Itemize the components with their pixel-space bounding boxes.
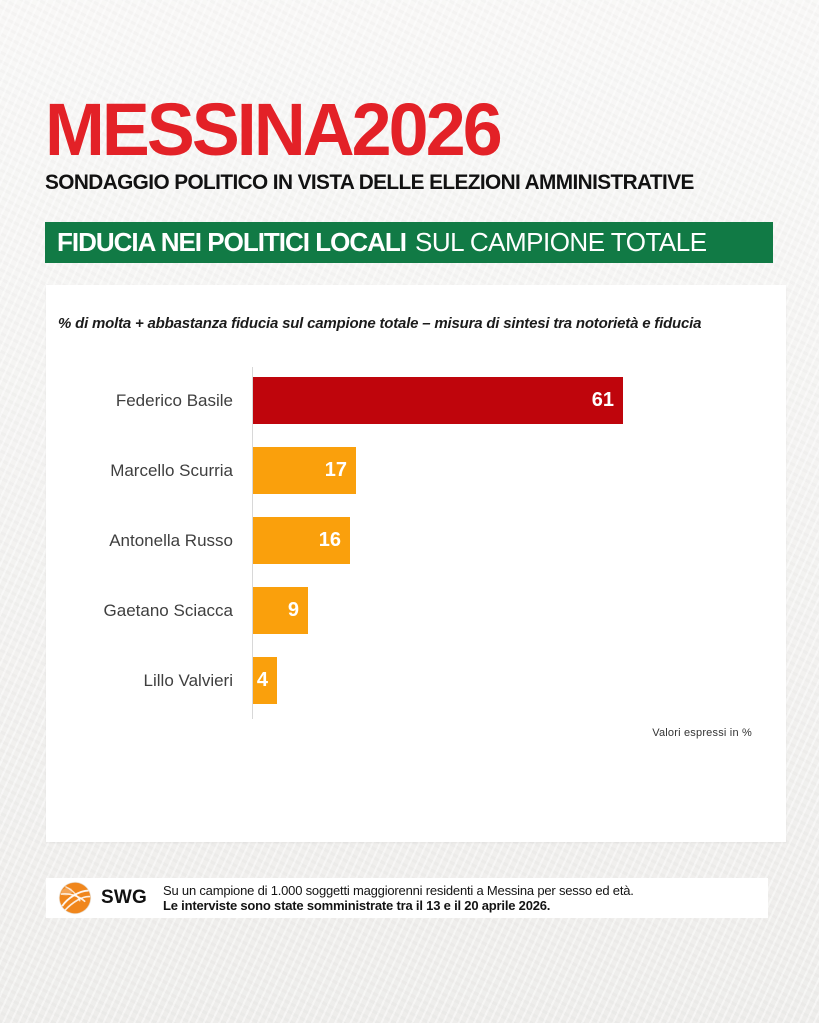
page-subtitle: SONDAGGIO POLITICO IN VISTA DELLE ELEZIO…	[45, 171, 694, 195]
chart-footnote: Valori espressi in %	[652, 727, 752, 739]
chart-bar: 9	[253, 587, 308, 634]
chart-row: Lillo Valvieri 4	[46, 657, 786, 704]
swg-globe-icon	[58, 881, 92, 915]
chart-bar: 4	[253, 657, 277, 704]
chart-bar-track: 16	[252, 517, 786, 564]
footer-line2: Le interviste sono state somministrate t…	[163, 898, 551, 913]
chart-category-label: Federico Basile	[115, 390, 233, 410]
chart-category-label: Antonella Russo	[109, 530, 233, 550]
chart-bar-track: 17	[252, 447, 786, 494]
chart-axis-line	[252, 367, 253, 719]
chart-category-label: Marcello Scurria	[110, 460, 233, 480]
chart-value-label: 4	[256, 669, 268, 691]
footer-line1: Su un campione di 1.000 soggetti maggior…	[163, 883, 634, 898]
chart-bar: 17	[253, 447, 356, 494]
chart-rows: Federico Basile 61 Marcello Scurria 17 Anton…	[46, 377, 786, 704]
footer-bar: SWG Su un campione di 1.000 soggetti mag…	[46, 878, 768, 918]
chart-row: Antonella Russo 16	[46, 517, 786, 564]
chart-value-label: 16	[318, 529, 341, 551]
section-banner: FIDUCIA NEI POLITICI LOCALI SUL CAMPIONE…	[45, 222, 773, 263]
chart-value-label: 9	[287, 599, 299, 621]
chart-bar: 61	[253, 377, 623, 424]
chart-bar-track: 4	[252, 657, 786, 704]
chart-bar-track: 9	[252, 587, 786, 634]
chart-note: % di molta + abbastanza fiducia sul camp…	[58, 315, 702, 332]
chart-bar: 16	[253, 517, 350, 564]
chart-card: % di molta + abbastanza fiducia sul camp…	[46, 285, 786, 842]
banner-title-regular: SUL CAMPIONE TOTALE	[415, 227, 707, 257]
chart-category-label: Gaetano Sciacca	[103, 600, 233, 620]
chart-value-label: 17	[324, 459, 347, 481]
bar-chart: Federico Basile 61 Marcello Scurria 17 Anton…	[46, 367, 786, 719]
swg-logo-text: SWG	[101, 887, 147, 908]
chart-row: Federico Basile 61	[46, 377, 786, 424]
chart-category-label: Lillo Valvieri	[143, 670, 233, 690]
chart-row: Gaetano Sciacca 9	[46, 587, 786, 634]
page-title: MESSINA2026	[45, 88, 503, 171]
banner-title-bold: FIDUCIA NEI POLITICI LOCALI	[57, 227, 407, 257]
footer-text: Su un campione di 1.000 soggetti maggior…	[163, 883, 634, 913]
header: MESSINA2026 SONDAGGIO POLITICO IN VISTA …	[45, 88, 775, 195]
chart-value-label: 61	[591, 389, 614, 411]
chart-row: Marcello Scurria 17	[46, 447, 786, 494]
chart-bar-track: 61	[252, 377, 786, 424]
swg-logo: SWG	[56, 879, 147, 917]
